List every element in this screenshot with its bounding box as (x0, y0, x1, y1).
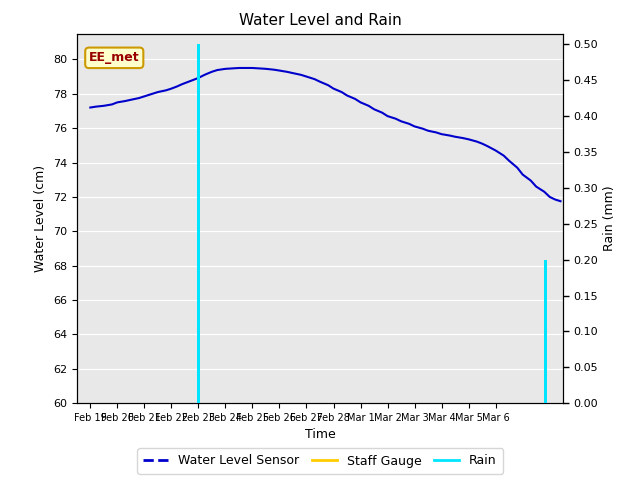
Y-axis label: Rain (mm): Rain (mm) (604, 186, 616, 251)
Bar (544, 260, 547, 403)
Legend: Water Level Sensor, Staff Gauge, Rain: Water Level Sensor, Staff Gauge, Rain (137, 448, 503, 474)
X-axis label: Time: Time (305, 429, 335, 442)
Text: EE_met: EE_met (89, 51, 140, 64)
Y-axis label: Water Level (cm): Water Level (cm) (35, 165, 47, 272)
Title: Water Level and Rain: Water Level and Rain (239, 13, 401, 28)
Bar (196, 44, 200, 403)
